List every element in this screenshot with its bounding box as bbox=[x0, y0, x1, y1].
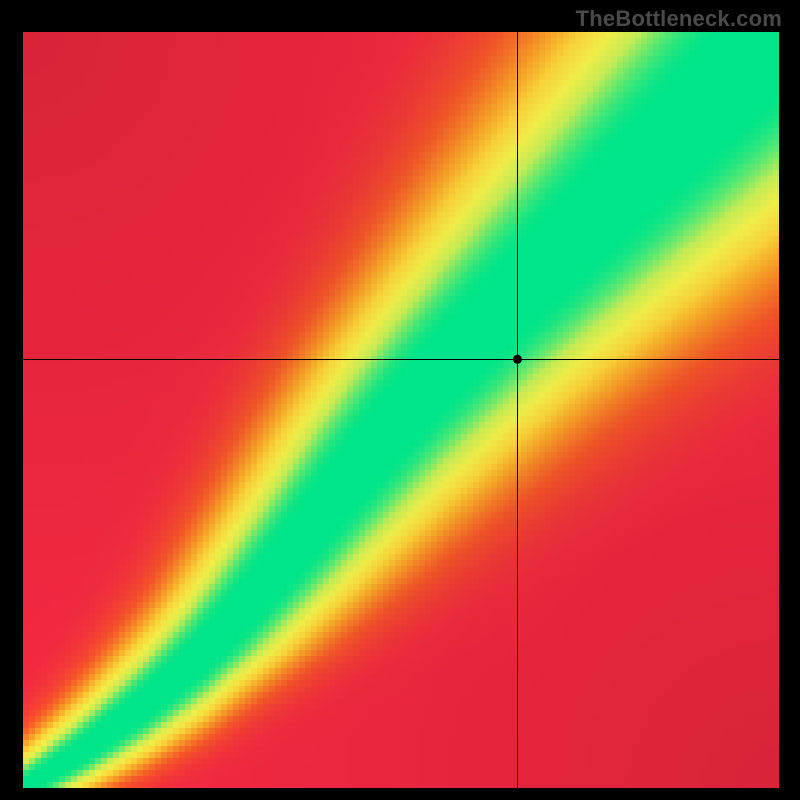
watermark-text: TheBottleneck.com bbox=[576, 6, 782, 32]
chart-container: TheBottleneck.com bbox=[0, 0, 800, 800]
crosshair-overlay bbox=[23, 32, 779, 788]
